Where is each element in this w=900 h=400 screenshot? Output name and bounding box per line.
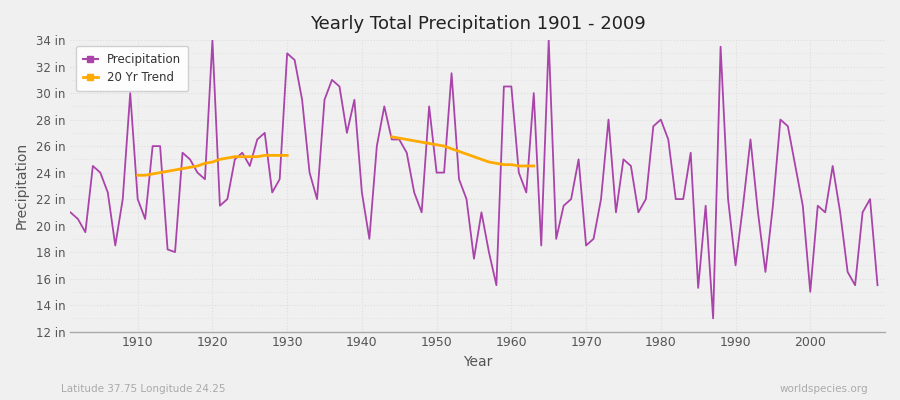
Y-axis label: Precipitation: Precipitation (15, 142, 29, 230)
Text: worldspecies.org: worldspecies.org (780, 384, 868, 394)
Text: Latitude 37.75 Longitude 24.25: Latitude 37.75 Longitude 24.25 (61, 384, 226, 394)
Legend: Precipitation, 20 Yr Trend: Precipitation, 20 Yr Trend (76, 46, 188, 91)
Title: Yearly Total Precipitation 1901 - 2009: Yearly Total Precipitation 1901 - 2009 (310, 15, 645, 33)
X-axis label: Year: Year (463, 355, 492, 369)
